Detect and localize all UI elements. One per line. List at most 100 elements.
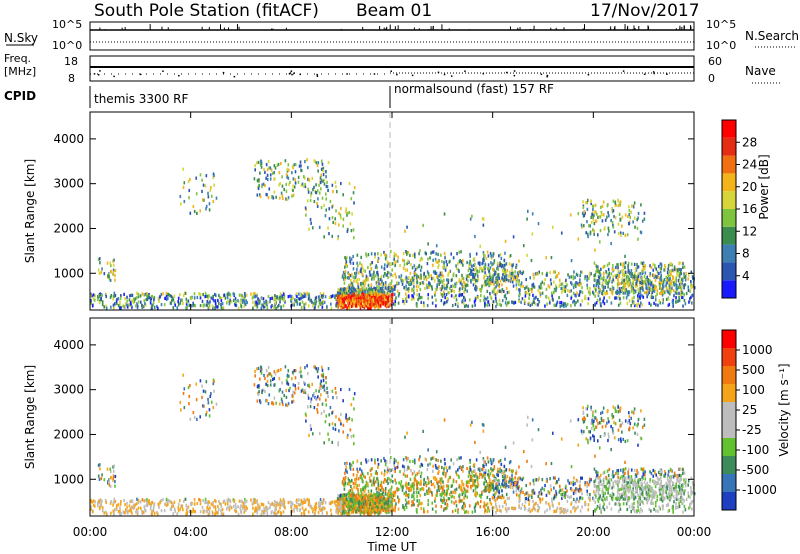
velocity-cell [365, 493, 368, 497]
power-cell [380, 295, 383, 299]
power-cell [387, 285, 390, 290]
power-cell [630, 289, 633, 293]
velocity-cell [301, 506, 304, 510]
power-cell [469, 262, 472, 266]
velocity-cell [91, 510, 94, 514]
velocity-cell [377, 485, 380, 489]
power-cell [420, 300, 423, 305]
velocity-cell [343, 497, 346, 501]
velocity-cell [222, 512, 224, 516]
power-cell [624, 213, 627, 217]
power-cell [354, 271, 356, 276]
power-cell [404, 297, 407, 301]
power-cell [684, 274, 687, 279]
power-cell [580, 223, 583, 227]
velocity-cell [354, 498, 357, 502]
power-cell [275, 295, 278, 299]
nave-dot [113, 75, 115, 78]
velocity-cell [375, 501, 378, 506]
velocity-cell [264, 508, 266, 513]
power-cell [637, 274, 640, 278]
power-cell [579, 274, 582, 278]
velocity-cell [385, 497, 387, 501]
power-cell [376, 301, 378, 306]
power-cell [114, 273, 116, 278]
power-cell [335, 301, 338, 306]
power-cell [660, 263, 663, 268]
power-cell [93, 298, 96, 302]
power-cell [341, 294, 344, 298]
velocity-cell [186, 512, 188, 516]
velocity-cell [336, 509, 339, 513]
power-cell [440, 298, 443, 303]
power-cell [348, 287, 351, 292]
velocity-cell [541, 478, 544, 482]
power-cell [503, 258, 506, 262]
power-cell [618, 282, 621, 286]
power-cell [364, 290, 366, 294]
power-cell [341, 289, 343, 293]
velocity-cell [177, 509, 180, 513]
power-cell [684, 283, 687, 287]
power-cell [360, 255, 362, 259]
power-cell [493, 259, 496, 263]
nsky-strip: N.Sky 10^5 10^0 10^5 10^0 N.Search [4, 18, 799, 52]
power-cell [328, 217, 331, 221]
power-cell [498, 276, 501, 280]
power-cell [622, 268, 625, 272]
power-cell [443, 251, 446, 256]
power-cell [252, 300, 254, 304]
velocity-cell [616, 495, 619, 499]
velocity-cell [137, 501, 140, 505]
power-cell [671, 286, 673, 290]
power-cell [373, 289, 375, 293]
power-cell [621, 224, 623, 228]
power-cell [520, 300, 522, 304]
power-cell [418, 263, 421, 268]
velocity-cell [377, 500, 380, 504]
power-cell [601, 204, 604, 208]
velocity-cell [232, 498, 235, 502]
velocity-cell [572, 480, 575, 484]
power-cell [205, 204, 208, 208]
power-cell [402, 266, 405, 270]
power-cell [188, 196, 190, 200]
velocity-cell [307, 499, 310, 503]
velocity-cell [124, 510, 126, 515]
power-cell [539, 286, 541, 290]
power-cell [636, 226, 639, 230]
velocity-cell [609, 493, 611, 498]
power-cell [298, 164, 301, 168]
power-cell [640, 301, 642, 305]
power-cell [606, 204, 609, 208]
power-cell [220, 297, 223, 301]
velocity-cell [390, 500, 392, 504]
power-cell [98, 301, 101, 305]
power-cell [345, 287, 348, 291]
velocity-cell [119, 506, 121, 510]
power-cell [684, 278, 687, 282]
power-cell [579, 290, 581, 294]
power-cell [342, 299, 344, 303]
colorbar-tick-label: 16 [742, 202, 757, 216]
nave-dot [622, 70, 625, 72]
power-cell [232, 292, 235, 296]
velocity-cell [139, 500, 142, 504]
power-cell [377, 273, 379, 277]
power-cell [264, 302, 266, 307]
velocity-cell [251, 502, 254, 506]
power-cell [635, 277, 637, 282]
power-cell [610, 218, 612, 223]
velocity-cell [153, 511, 156, 515]
power-cell [112, 259, 114, 263]
power-cell [470, 269, 472, 273]
power-cell [458, 250, 461, 254]
velocity-cell [315, 501, 318, 506]
power-cell [256, 161, 258, 165]
power-cell [399, 263, 401, 268]
power-cell [579, 278, 581, 282]
power-cell [448, 286, 451, 290]
power-cell [385, 273, 387, 277]
power-cell [667, 286, 670, 290]
power-cell [330, 295, 333, 299]
